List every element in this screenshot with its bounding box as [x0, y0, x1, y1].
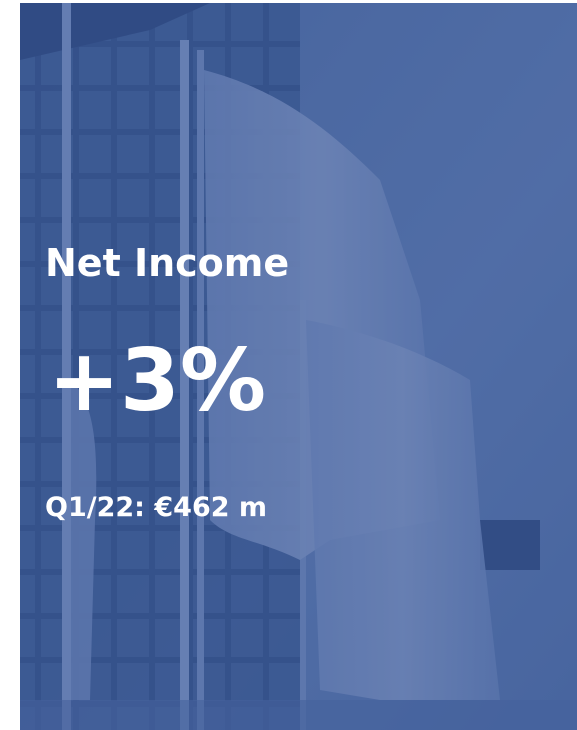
headline: Net Income: [45, 241, 289, 285]
detail: Q1/22: €462 m: [45, 492, 267, 523]
background-photo: [20, 3, 577, 730]
value: +3%: [48, 331, 266, 431]
